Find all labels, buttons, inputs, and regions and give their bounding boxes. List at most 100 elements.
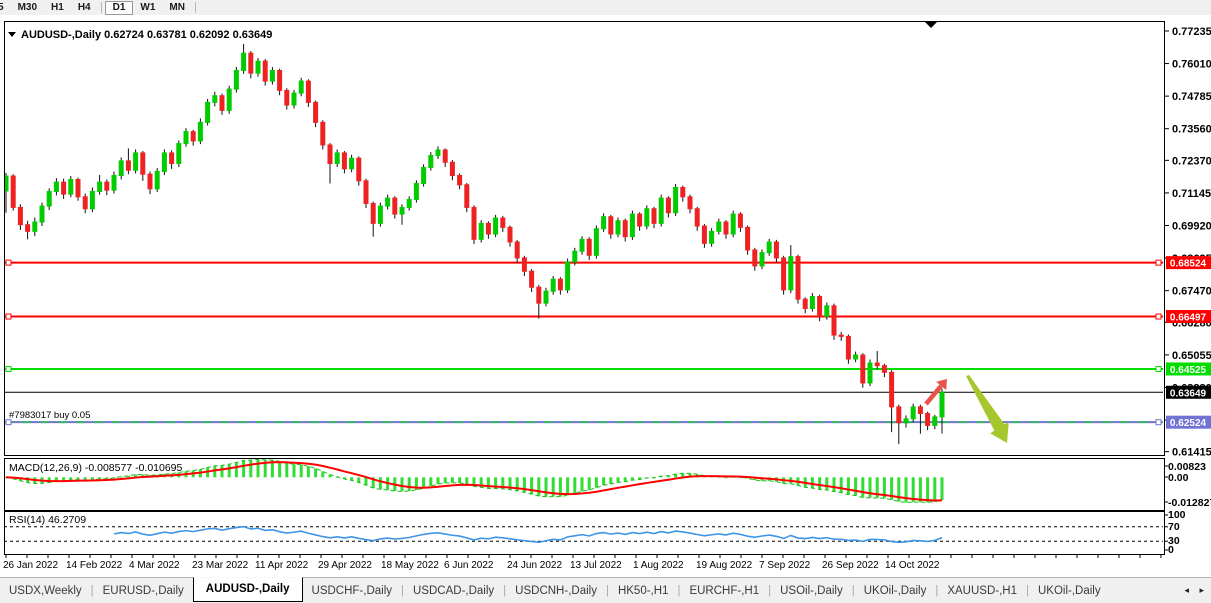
line-handle[interactable]	[5, 365, 12, 372]
tab-separator: |	[768, 585, 772, 597]
date-axis[interactable]: 26 Jan 2022 14 Feb 2022 4 Mar 2022 23 Mar 2…	[3, 555, 1162, 571]
candle	[183, 131, 189, 145]
candle	[939, 391, 945, 418]
line-handle[interactable]	[5, 313, 12, 320]
svg-text:0.68524: 0.68524	[1170, 259, 1207, 270]
candle	[399, 206, 405, 215]
tab-scroll-arrows[interactable]: ◂ ▸	[1184, 585, 1208, 595]
annotation-arrows[interactable]	[924, 375, 1009, 443]
tab-separator: |	[677, 585, 681, 597]
candle	[442, 149, 448, 163]
candle	[932, 416, 938, 426]
line-handle[interactable]	[1155, 313, 1162, 320]
tab-usdchf-daily[interactable]: USDCHF-,Daily	[311, 585, 393, 597]
tab-audusd-daily[interactable]: AUDUSD-,Daily	[192, 577, 303, 602]
symbol-dropdown-icon[interactable]	[8, 32, 16, 37]
line-handle[interactable]	[5, 259, 12, 266]
macd-tick-label: 0.00823	[1168, 461, 1206, 473]
timeframe-button-w1[interactable]: W1	[140, 2, 156, 13]
bullish-arrow[interactable]	[924, 379, 947, 406]
candle	[125, 160, 131, 171]
candle	[536, 286, 542, 304]
svg-text:0.63649: 0.63649	[1170, 388, 1207, 399]
resistance-lower-badge[interactable]: 0.66497	[1166, 310, 1211, 324]
candle	[824, 305, 830, 317]
price-tick-label: 0.71145	[1172, 188, 1211, 200]
candle	[788, 256, 794, 291]
line-handle[interactable]	[1155, 419, 1162, 426]
tab-separator: |	[401, 585, 405, 597]
open-order-line[interactable]: #7983017 buy 0.05	[4, 410, 1164, 424]
timeframe-button-d1[interactable]: D1	[104, 0, 134, 15]
candle	[615, 220, 621, 235]
tab-ukoil-daily[interactable]: UKOil-,Daily	[863, 585, 927, 597]
timeframe-button-h4[interactable]: H4	[77, 2, 91, 13]
candle	[25, 224, 31, 232]
date-label: 26 Sep 2022	[822, 560, 879, 571]
candle	[485, 222, 491, 235]
tab-xauusd-h1[interactable]: XAUUSD-,H1	[947, 585, 1017, 597]
candle	[385, 197, 391, 207]
line-handle[interactable]	[1155, 259, 1162, 266]
date-label: 26 Jan 2022	[3, 560, 58, 571]
candle	[622, 220, 628, 238]
candle	[449, 161, 455, 177]
candle	[586, 238, 592, 256]
candle	[10, 175, 16, 208]
candle	[629, 213, 635, 238]
candle	[262, 60, 268, 82]
tab-usdx-weekly[interactable]: USDX,Weekly	[9, 585, 82, 597]
candle	[219, 95, 225, 111]
candle	[773, 241, 779, 259]
line-handle[interactable]	[5, 419, 12, 426]
candle	[601, 216, 607, 230]
tab-hk50-h1[interactable]: HK50-,H1	[617, 585, 669, 597]
order-label: #7983017 buy 0.05	[9, 410, 90, 421]
candle	[169, 152, 175, 165]
candle	[838, 334, 844, 337]
candle	[903, 418, 909, 424]
candle	[118, 160, 124, 177]
candles	[5, 43, 945, 445]
bearish-arrow[interactable]	[966, 375, 1009, 443]
macd-tick-label: 0.00	[1168, 472, 1189, 484]
timeframe-button-m30[interactable]: M30	[17, 2, 38, 13]
candle	[500, 217, 506, 228]
tab-separator: |	[1026, 585, 1029, 597]
candle	[147, 173, 153, 190]
macd-indicator: MACD(12,26,9) -0.008577 -0.010695	[5, 459, 944, 503]
candle	[75, 178, 81, 198]
rsi-indicator: RSI(14) 46.2709	[5, 514, 1163, 544]
candle	[197, 121, 203, 142]
candle	[514, 241, 520, 259]
candle	[831, 305, 837, 336]
candle	[341, 152, 347, 170]
tab-usoil-daily[interactable]: USOil-,Daily	[780, 585, 843, 597]
candle	[5, 175, 9, 192]
tab-usdcnh-daily[interactable]: USDCNH-,Daily	[515, 585, 597, 597]
line-handle[interactable]	[1155, 365, 1162, 372]
order-price-badge[interactable]: 0.62524	[1166, 415, 1211, 430]
resistance-upper-badge[interactable]: 0.68524	[1166, 256, 1211, 270]
price-tick-label: 0.72370	[1172, 155, 1211, 167]
timeframe-button-5[interactable]: 5	[0, 2, 4, 13]
tab-eurusd-daily[interactable]: EURUSD-,Daily	[102, 585, 184, 597]
date-label: 14 Feb 2022	[66, 560, 123, 571]
timeframe-button-mn[interactable]: MN	[169, 2, 185, 13]
rsi-tick-label: 100	[1168, 509, 1186, 521]
tab-ukoil-daily[interactable]: UKOil-,Daily	[1038, 585, 1101, 597]
chart-canvas[interactable]: #7983017 buy 0.05 AUDUSD-,Daily 0.62724 0…	[0, 15, 1211, 577]
support-green-badge[interactable]: 0.64525	[1166, 362, 1211, 376]
current-price-badge[interactable]: 0.63649	[1166, 385, 1211, 400]
timeframe-button-h1[interactable]: H1	[51, 2, 64, 13]
tab-eurchf-h1[interactable]: EURCHF-,H1	[689, 585, 760, 597]
line-handles[interactable]	[5, 259, 1162, 426]
candle	[608, 216, 614, 235]
tab-usdcad-daily[interactable]: USDCAD-,Daily	[413, 585, 495, 597]
candle	[89, 190, 95, 210]
candle	[377, 205, 383, 224]
candle	[97, 181, 103, 192]
candle	[910, 406, 916, 420]
